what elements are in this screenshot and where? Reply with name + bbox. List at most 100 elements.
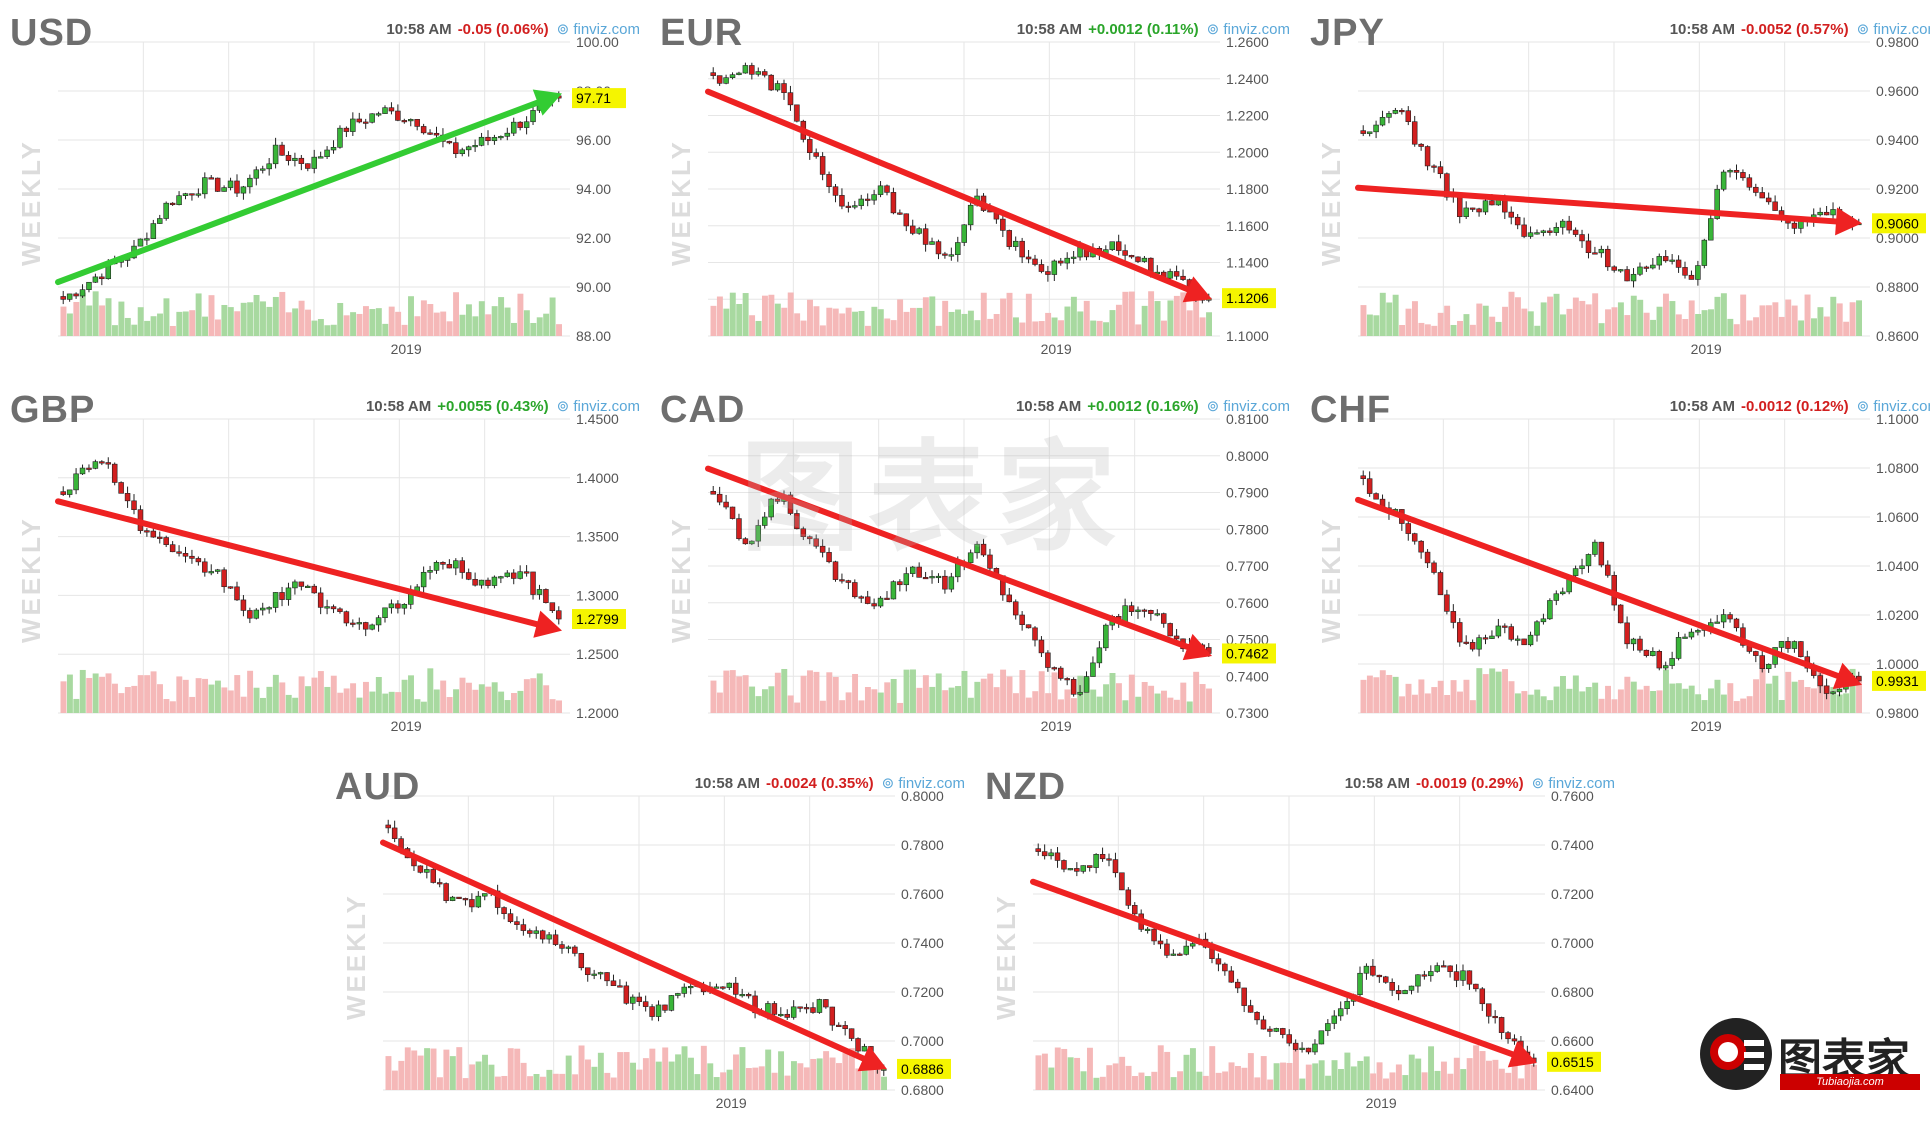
- candle-body: [755, 525, 762, 542]
- volume-bar: [636, 1069, 643, 1090]
- x-tick-label: 2019: [1691, 718, 1722, 734]
- candle-body: [1553, 593, 1560, 601]
- candle-body: [1572, 229, 1579, 235]
- volume-bar: [1521, 308, 1528, 336]
- source-link[interactable]: ⊚ finviz.com: [1206, 21, 1290, 38]
- candle-body: [720, 986, 726, 989]
- volume-bar: [1215, 1072, 1222, 1090]
- volume-bar: [1521, 691, 1528, 713]
- candle-body: [382, 107, 388, 114]
- volume-bar: [501, 1075, 508, 1090]
- volume-bar: [1038, 671, 1045, 713]
- volume-bar: [761, 689, 768, 713]
- volume-bar: [1630, 295, 1637, 336]
- candle-body: [1411, 121, 1418, 145]
- volume-bar: [330, 675, 337, 713]
- source-link[interactable]: ⊚ finviz.com: [556, 21, 640, 38]
- y-tick-label: 94.00: [576, 181, 611, 197]
- chart-panel-nzd: 0.7600 0.7400 0.7200 0.7000 0.6800 0.6600 0.64…: [985, 760, 1615, 1125]
- candle-body: [1286, 1034, 1292, 1044]
- candle-body: [523, 571, 530, 574]
- candle-body: [1547, 230, 1553, 233]
- volume-bar: [1527, 694, 1534, 713]
- candle-body: [118, 482, 124, 494]
- volume-bar: [456, 1047, 463, 1090]
- volume-bar: [864, 687, 871, 713]
- volume-bar: [1006, 292, 1013, 336]
- volume-bar: [408, 296, 414, 336]
- source-link[interactable]: ⊚ finviz.com: [1856, 398, 1930, 415]
- chart-svg: 1.1000 1.0800 1.0600 1.0400 1.0200 1.0000 0.98…: [1355, 411, 1926, 734]
- volume-bar: [1624, 676, 1631, 713]
- source-link[interactable]: ⊚ finviz.com: [1856, 21, 1930, 38]
- volume-bar: [942, 690, 949, 713]
- candle-body: [1476, 208, 1482, 213]
- volume-bar: [1489, 668, 1496, 713]
- candle-body: [1141, 257, 1148, 262]
- candle-body: [1032, 258, 1038, 265]
- volume-bar: [836, 1063, 842, 1090]
- volume-bar: [1524, 1050, 1531, 1090]
- volume-bar: [440, 680, 447, 713]
- volume-bar: [916, 307, 923, 336]
- y-tick-label: 0.9400: [1876, 132, 1919, 148]
- volume-bar: [118, 693, 125, 713]
- volume-bar: [163, 699, 170, 713]
- candle-body: [1074, 868, 1080, 872]
- candle-body: [375, 617, 382, 626]
- volume-bar: [1228, 1062, 1235, 1090]
- volume-bar: [1823, 316, 1830, 336]
- candle-body: [1662, 256, 1669, 262]
- candle-body: [1746, 177, 1753, 188]
- source-link[interactable]: ⊚ finviz.com: [556, 398, 640, 415]
- candle-body: [401, 120, 408, 123]
- y-tick-label: 0.8000: [901, 788, 944, 804]
- volume-bar: [1019, 670, 1026, 713]
- volume-bar: [556, 324, 562, 336]
- volume-bar: [752, 1067, 759, 1090]
- candle-body: [1605, 248, 1611, 268]
- candle-body: [1437, 166, 1444, 175]
- candle-body: [279, 592, 285, 600]
- volume-bar: [1630, 681, 1637, 713]
- volume-bar: [498, 691, 505, 713]
- source-link[interactable]: ⊚ finviz.com: [1531, 775, 1615, 792]
- candle-body: [66, 489, 73, 495]
- volume-bar: [427, 304, 434, 336]
- trend-arrowhead: [533, 610, 562, 638]
- candle-body: [922, 228, 929, 245]
- candle-body: [916, 228, 922, 234]
- candle-body: [395, 603, 401, 609]
- source-link[interactable]: ⊚ finviz.com: [1206, 398, 1290, 415]
- candle-body: [1759, 655, 1765, 670]
- volume-bar: [897, 702, 904, 713]
- volume-bar: [723, 670, 730, 713]
- candle-body: [787, 494, 794, 514]
- volume-bar: [710, 305, 717, 336]
- candle-body: [427, 570, 433, 573]
- candle-body: [1720, 171, 1727, 190]
- volume-bar: [1051, 317, 1058, 336]
- source-link[interactable]: ⊚ finviz.com: [881, 775, 965, 792]
- candle-body: [729, 506, 736, 519]
- volume-bar: [324, 325, 331, 336]
- candle-body: [1669, 259, 1675, 262]
- candle-body: [214, 177, 221, 192]
- candle-body: [285, 154, 292, 161]
- candle-body: [733, 982, 739, 995]
- candle-body: [1437, 572, 1444, 596]
- volume-bar: [86, 305, 93, 336]
- volume-bar: [305, 309, 311, 336]
- volume-bar: [681, 1046, 688, 1090]
- candle-body: [533, 930, 539, 934]
- candle-body: [443, 883, 449, 901]
- volume-bar: [1778, 316, 1785, 336]
- x-tick-label: 2019: [391, 718, 422, 734]
- volume-bar: [433, 312, 440, 336]
- candle-body: [1045, 271, 1051, 275]
- volume-bar: [771, 1072, 778, 1090]
- candle-body: [1247, 1005, 1254, 1013]
- volume-bar: [517, 690, 524, 713]
- candle-body: [1054, 852, 1061, 861]
- volume-bar: [852, 311, 859, 336]
